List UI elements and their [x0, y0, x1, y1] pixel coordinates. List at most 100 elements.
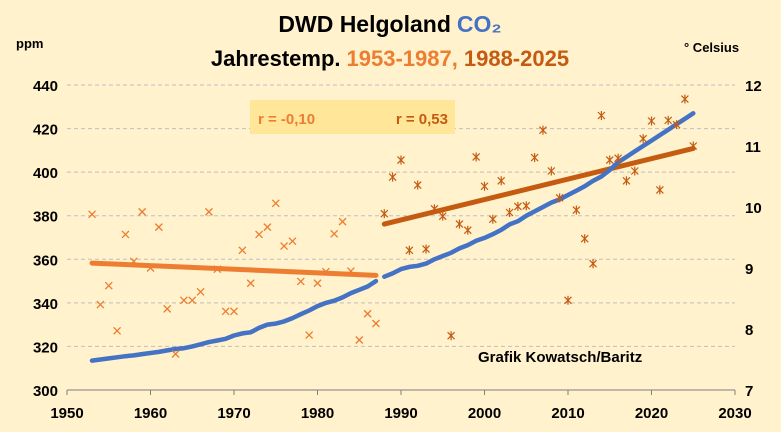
temp-point-1988-2025 [522, 201, 531, 211]
marker-stroke [371, 319, 380, 328]
marker-stroke [321, 267, 330, 276]
temp-point-1953-1987 [330, 229, 339, 238]
x-tick-label: 1950 [50, 405, 83, 422]
trendline-1988-2025 [381, 145, 696, 227]
y-left-tick-label: 340 [33, 296, 58, 313]
temp-point-1953-1987 [321, 267, 330, 276]
marker-stroke [296, 277, 305, 286]
temp-point-1953-1987 [313, 279, 322, 288]
temp-point-1988-2025 [430, 204, 439, 214]
marker-stroke [213, 265, 222, 274]
temp-point-1988-2025 [472, 152, 481, 162]
marker-stroke [188, 296, 197, 305]
y-left-tick-label: 440 [33, 78, 58, 95]
co2-line-1953-1987 [89, 278, 379, 363]
marker-stroke [363, 309, 372, 318]
temp-point-1988-2025 [505, 207, 514, 217]
temperature-series [88, 94, 698, 358]
marker-stroke [263, 223, 272, 232]
x-tick-label: 2010 [551, 405, 584, 422]
temp-point-1953-1987 [104, 281, 113, 290]
temp-point-1988-2025 [480, 181, 489, 191]
marker-stroke [230, 307, 238, 316]
temp-point-1953-1987 [163, 304, 172, 313]
marker-stroke [121, 230, 130, 239]
temp-point-1953-1987 [179, 296, 188, 305]
temp-point-1988-2025 [455, 219, 464, 229]
marker-stroke [179, 296, 188, 305]
x-tick-label: 2020 [635, 405, 668, 422]
marker-stroke [163, 304, 172, 313]
marker-stroke [346, 267, 355, 276]
axes: 1950 1960 1970 1980 1990 2000 2010 2020 2030 300 3… [33, 78, 762, 422]
temp-point-1988-2025 [447, 331, 456, 341]
temp-point-1953-1987 [113, 326, 122, 335]
marker-stroke [196, 287, 205, 296]
marker-stroke [171, 350, 180, 358]
y-left-tick-label: 320 [33, 339, 58, 356]
temp-point-1988-2025 [614, 153, 623, 163]
temp-point-1988-2025 [397, 155, 405, 165]
marker-stroke [138, 207, 147, 216]
temp-point-1953-1987 [121, 230, 130, 239]
temp-point-1988-2025 [680, 94, 689, 104]
temp-point-1953-1987 [171, 350, 180, 358]
temp-point-1953-1987 [129, 257, 138, 266]
temp-point-1953-1987 [204, 207, 213, 216]
temp-point-1953-1987 [338, 217, 347, 226]
temp-point-1988-2025 [605, 155, 614, 165]
co2-series [89, 111, 696, 363]
temp-point-1988-2025 [647, 116, 656, 126]
marker-stroke [221, 307, 230, 316]
temp-point-1953-1987 [88, 210, 97, 219]
right-axis-label: ° Celsius [684, 40, 739, 55]
y-right-tick-label: 11 [745, 139, 761, 156]
marker-stroke [305, 331, 314, 340]
temp-point-1988-2025 [597, 111, 606, 120]
y-left-tick-label: 300 [33, 383, 58, 400]
co2-line-1988-2025 [382, 111, 696, 279]
temp-point-1988-2025 [547, 166, 556, 176]
marker-stroke [313, 279, 322, 288]
trendline-1953-1987 [89, 260, 379, 278]
temp-point-1988-2025 [689, 141, 698, 151]
temp-point-1988-2025 [463, 225, 472, 235]
temp-point-1953-1987 [305, 331, 314, 340]
temp-point-1988-2025 [564, 295, 572, 305]
temp-point-1988-2025 [438, 211, 447, 221]
temp-point-1988-2025 [555, 193, 564, 203]
temp-point-1988-2025 [630, 166, 639, 176]
marker-stroke [246, 279, 255, 288]
temp-point-1953-1987 [188, 296, 197, 305]
marker-stroke [355, 336, 364, 344]
temp-point-1988-2025 [639, 134, 648, 144]
temp-point-1953-1987 [146, 264, 155, 272]
gridlines [67, 84, 735, 347]
marker-stroke [88, 210, 97, 219]
temp-point-1953-1987 [221, 307, 230, 316]
r-late-label: r = 0,53 [396, 111, 448, 128]
temp-point-1988-2025 [413, 180, 422, 190]
chart-title-line2: Jahrestemp. 1953-1987, 1988-2025 [211, 46, 569, 71]
y-right-tick-label: 9 [745, 261, 753, 278]
temp-point-1953-1987 [255, 230, 264, 239]
left-axis-label: ppm [16, 36, 43, 51]
x-tick-label: 1970 [217, 405, 250, 422]
temp-point-1988-2025 [380, 209, 389, 219]
temp-point-1988-2025 [589, 259, 597, 269]
marker-stroke [96, 300, 105, 309]
temp-point-1953-1987 [246, 279, 255, 288]
marker-stroke [271, 199, 280, 208]
marker-stroke [255, 230, 264, 239]
y-right-tick-label: 7 [745, 383, 753, 400]
temp-point-1988-2025 [672, 120, 681, 130]
temp-point-1953-1987 [271, 199, 280, 208]
marker-stroke [204, 207, 213, 216]
temp-point-1988-2025 [530, 153, 539, 163]
temp-point-1953-1987 [213, 265, 222, 274]
y-right-tick-label: 8 [745, 322, 753, 339]
temp-point-1988-2025 [664, 115, 673, 125]
y-left-tick-label: 360 [33, 252, 58, 269]
temp-point-1953-1987 [238, 246, 247, 255]
